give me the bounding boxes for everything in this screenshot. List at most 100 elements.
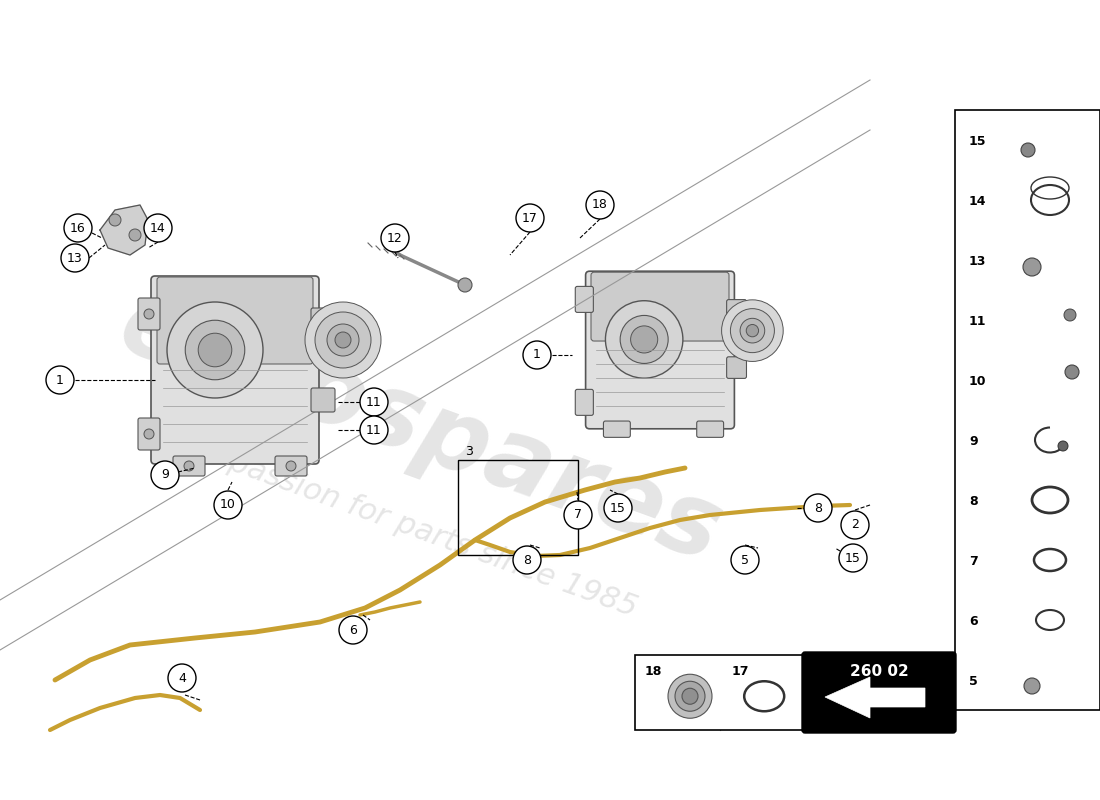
FancyBboxPatch shape: [138, 298, 160, 330]
Text: 8: 8: [969, 494, 978, 508]
Circle shape: [458, 278, 472, 292]
Circle shape: [198, 333, 232, 366]
Circle shape: [109, 214, 121, 226]
Text: 6: 6: [969, 614, 978, 628]
FancyBboxPatch shape: [157, 277, 314, 364]
Circle shape: [842, 511, 869, 539]
Circle shape: [1058, 441, 1068, 451]
Circle shape: [630, 326, 658, 353]
Text: 1: 1: [534, 349, 541, 362]
Text: 11: 11: [969, 314, 987, 328]
Text: 2: 2: [851, 518, 859, 531]
Circle shape: [64, 214, 92, 242]
Circle shape: [46, 366, 74, 394]
FancyBboxPatch shape: [575, 286, 593, 312]
Circle shape: [184, 461, 194, 471]
Circle shape: [1021, 143, 1035, 157]
Circle shape: [620, 315, 668, 363]
Text: 13: 13: [67, 251, 82, 265]
Circle shape: [144, 429, 154, 439]
FancyBboxPatch shape: [604, 421, 630, 438]
Circle shape: [740, 318, 764, 343]
Circle shape: [1065, 365, 1079, 379]
Circle shape: [168, 664, 196, 692]
Circle shape: [315, 312, 371, 368]
Text: 11: 11: [366, 423, 382, 437]
Text: 10: 10: [220, 498, 235, 511]
Bar: [458, 460, 578, 555]
Text: 1: 1: [56, 374, 64, 386]
Text: 15: 15: [610, 502, 626, 514]
Circle shape: [839, 544, 867, 572]
Text: 6: 6: [349, 623, 356, 637]
Text: 11: 11: [366, 395, 382, 409]
Text: 13: 13: [969, 254, 987, 268]
Text: a passion for parts since 1985: a passion for parts since 1985: [198, 438, 641, 622]
Circle shape: [214, 491, 242, 519]
Polygon shape: [100, 205, 148, 255]
Bar: [635, 655, 805, 730]
Text: 5: 5: [741, 554, 749, 566]
FancyBboxPatch shape: [311, 388, 336, 412]
Circle shape: [1064, 309, 1076, 321]
Text: 4: 4: [178, 671, 186, 685]
Text: 9: 9: [969, 434, 978, 448]
Circle shape: [167, 302, 263, 398]
FancyBboxPatch shape: [591, 272, 729, 341]
Text: 17: 17: [522, 211, 538, 225]
Circle shape: [605, 301, 683, 378]
Circle shape: [336, 332, 351, 348]
Text: 5: 5: [969, 674, 978, 688]
Text: 8: 8: [522, 554, 531, 566]
Circle shape: [604, 494, 632, 522]
Circle shape: [144, 309, 154, 319]
Circle shape: [129, 229, 141, 241]
Circle shape: [360, 388, 388, 416]
Polygon shape: [825, 677, 925, 718]
FancyBboxPatch shape: [138, 418, 160, 450]
Text: 16: 16: [70, 222, 86, 234]
Text: 7: 7: [574, 509, 582, 522]
FancyBboxPatch shape: [585, 271, 735, 429]
Text: 7: 7: [969, 554, 978, 568]
Text: 14: 14: [150, 222, 166, 234]
Text: 260 02: 260 02: [849, 665, 909, 679]
Circle shape: [668, 674, 712, 718]
Circle shape: [804, 494, 832, 522]
Circle shape: [722, 300, 783, 362]
Circle shape: [732, 546, 759, 574]
Text: 17: 17: [732, 665, 749, 678]
Bar: [955, 110, 1100, 710]
Text: 9: 9: [161, 469, 169, 482]
Circle shape: [522, 341, 551, 369]
FancyBboxPatch shape: [802, 652, 956, 733]
FancyBboxPatch shape: [311, 308, 336, 332]
Circle shape: [185, 320, 245, 380]
Circle shape: [151, 461, 179, 489]
Circle shape: [1024, 678, 1040, 694]
Circle shape: [60, 244, 89, 272]
Circle shape: [339, 616, 367, 644]
Circle shape: [327, 324, 359, 356]
FancyBboxPatch shape: [275, 456, 307, 476]
Text: 18: 18: [592, 198, 608, 211]
Circle shape: [381, 224, 409, 252]
Circle shape: [513, 546, 541, 574]
Text: 3: 3: [465, 445, 473, 458]
Text: 12: 12: [387, 231, 403, 245]
Circle shape: [516, 204, 544, 232]
FancyBboxPatch shape: [575, 390, 593, 415]
Circle shape: [286, 461, 296, 471]
Circle shape: [305, 302, 381, 378]
FancyBboxPatch shape: [727, 357, 747, 378]
Text: 10: 10: [969, 374, 987, 388]
FancyBboxPatch shape: [151, 276, 319, 464]
Circle shape: [730, 309, 774, 353]
Text: 15: 15: [845, 551, 861, 565]
Circle shape: [586, 191, 614, 219]
Text: 18: 18: [645, 665, 662, 678]
FancyBboxPatch shape: [696, 421, 724, 438]
Text: 15: 15: [969, 134, 987, 148]
Circle shape: [682, 688, 698, 704]
Text: 8: 8: [814, 502, 822, 514]
